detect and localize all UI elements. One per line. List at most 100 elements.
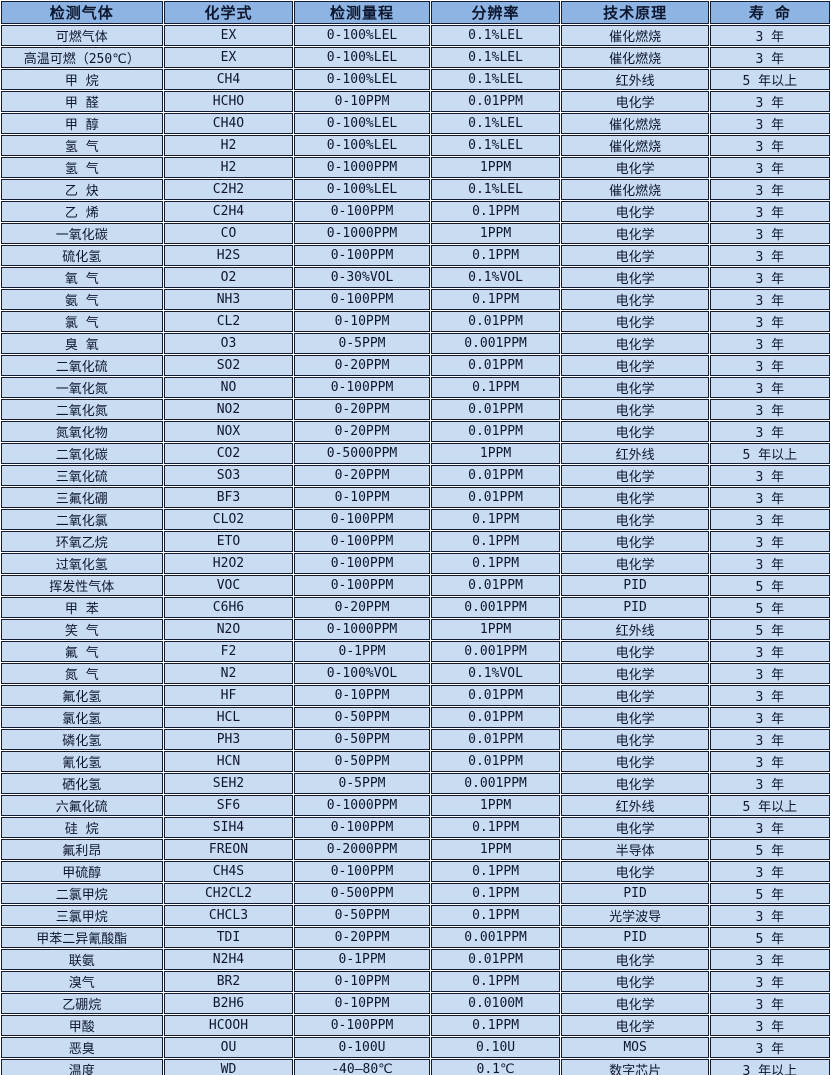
cell-lifespan: 3 年 [709,949,830,970]
cell-formula: BR2 [163,971,294,992]
table-row: 氯化氢 HCL 0-50PPM 0.01PPM 电化学 3 年 [1,707,830,728]
cell-lifespan: 3 年以上 [709,1059,830,1075]
table-row: 乙 炔 C2H2 0-100%LEL 0.1%LEL 催化燃烧 3 年 [1,179,830,200]
cell-resolution: 0.01PPM [430,487,561,508]
table-row: 氧 气 O2 0-30%VOL 0.1%VOL 电化学 3 年 [1,267,830,288]
cell-principle: PID [561,575,709,596]
cell-resolution: 0.01PPM [430,751,561,772]
cell-lifespan: 3 年 [709,707,830,728]
cell-resolution: 0.1%VOL [430,663,561,684]
cell-formula: HCOOH [163,1015,294,1036]
cell-lifespan: 5 年 [709,619,830,640]
cell-formula: SO2 [163,355,294,376]
cell-resolution: 0.001PPM [430,773,561,794]
cell-principle: 红外线 [561,443,709,464]
cell-principle: 电化学 [561,333,709,354]
cell-formula: SIH4 [163,817,294,838]
table-row: 三氯甲烷 CHCL3 0-50PPM 0.1PPM 光学波导 3 年 [1,905,830,926]
column-header-lifespan: 寿 命 [709,1,830,24]
cell-gas: 乙硼烷 [1,993,163,1014]
cell-formula: C6H6 [163,597,294,618]
cell-resolution: 0.1%LEL [430,69,561,90]
cell-range: 0-100PPM [294,245,430,266]
cell-lifespan: 5 年以上 [709,443,830,464]
cell-range: 0-20PPM [294,399,430,420]
cell-principle: 电化学 [561,465,709,486]
cell-formula: CH4O [163,113,294,134]
cell-principle: 电化学 [561,245,709,266]
cell-gas: 三氯甲烷 [1,905,163,926]
table-row: 一氧化氮 NO 0-100PPM 0.1PPM 电化学 3 年 [1,377,830,398]
table-row: 二氧化氮 NO2 0-20PPM 0.01PPM 电化学 3 年 [1,399,830,420]
cell-resolution: 0.1%LEL [430,47,561,68]
cell-resolution: 0.1PPM [430,817,561,838]
cell-resolution: 0.1PPM [430,289,561,310]
cell-gas: 恶臭 [1,1037,163,1058]
cell-gas: 乙 炔 [1,179,163,200]
cell-range: 0-100PPM [294,201,430,222]
cell-lifespan: 5 年 [709,927,830,948]
cell-lifespan: 3 年 [709,553,830,574]
cell-resolution: 0.01PPM [430,421,561,442]
cell-range: 0-10PPM [294,91,430,112]
cell-gas: 二氧化氯 [1,509,163,530]
cell-principle: 电化学 [561,509,709,530]
cell-lifespan: 3 年 [709,179,830,200]
cell-range: 0-10PPM [294,993,430,1014]
cell-resolution: 0.01PPM [430,399,561,420]
cell-range: 0-100PPM [294,817,430,838]
cell-lifespan: 3 年 [709,355,830,376]
table-row: 乙硼烷 B2H6 0-10PPM 0.0100M 电化学 3 年 [1,993,830,1014]
cell-principle: 数字芯片 [561,1059,709,1075]
cell-range: 0-30%VOL [294,267,430,288]
cell-lifespan: 5 年 [709,597,830,618]
cell-gas: 六氟化硫 [1,795,163,816]
cell-formula: H2O2 [163,553,294,574]
cell-gas: 可燃气体 [1,25,163,46]
cell-lifespan: 5 年 [709,575,830,596]
cell-formula: ETO [163,531,294,552]
cell-gas: 甲硫醇 [1,861,163,882]
cell-resolution: 0.1PPM [430,377,561,398]
cell-range: 0-20PPM [294,465,430,486]
cell-resolution: 0.1PPM [430,861,561,882]
cell-principle: MOS [561,1037,709,1058]
cell-lifespan: 3 年 [709,47,830,68]
table-row: 二氯甲烷 CH2CL2 0-500PPM 0.1PPM PID 5 年 [1,883,830,904]
cell-lifespan: 3 年 [709,201,830,222]
table-row: 氯 气 CL2 0-10PPM 0.01PPM 电化学 3 年 [1,311,830,332]
table-row: 环氧乙烷 ETO 0-100PPM 0.1PPM 电化学 3 年 [1,531,830,552]
cell-formula: FREON [163,839,294,860]
cell-gas: 氟化氢 [1,685,163,706]
cell-range: 0-100%VOL [294,663,430,684]
cell-lifespan: 3 年 [709,971,830,992]
cell-formula: CLO2 [163,509,294,530]
table-row: 过氧化氢 H2O2 0-100PPM 0.1PPM 电化学 3 年 [1,553,830,574]
table-row: 甲 醇 CH4O 0-100%LEL 0.1%LEL 催化燃烧 3 年 [1,113,830,134]
cell-formula: H2 [163,135,294,156]
cell-range: 0-1000PPM [294,619,430,640]
cell-principle: 电化学 [561,553,709,574]
cell-principle: 催化燃烧 [561,135,709,156]
cell-principle: 红外线 [561,69,709,90]
cell-gas: 二氯甲烷 [1,883,163,904]
cell-resolution: 0.1PPM [430,245,561,266]
cell-resolution: 1PPM [430,443,561,464]
cell-range: 0-1000PPM [294,223,430,244]
cell-formula: CO [163,223,294,244]
cell-formula: O3 [163,333,294,354]
cell-principle: 电化学 [561,399,709,420]
cell-gas: 甲酸 [1,1015,163,1036]
cell-range: 0-100PPM [294,377,430,398]
cell-principle: 电化学 [561,663,709,684]
cell-lifespan: 3 年 [709,1015,830,1036]
cell-lifespan: 3 年 [709,421,830,442]
cell-lifespan: 3 年 [709,333,830,354]
cell-gas: 三氧化硫 [1,465,163,486]
cell-resolution: 0.01PPM [430,685,561,706]
cell-principle: 电化学 [561,641,709,662]
cell-gas: 氧 气 [1,267,163,288]
cell-gas: 环氧乙烷 [1,531,163,552]
